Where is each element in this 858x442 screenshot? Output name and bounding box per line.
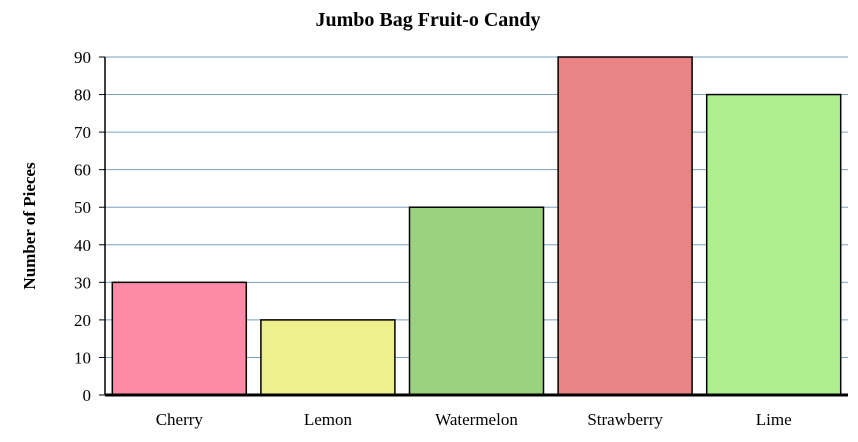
y-tick-label: 10	[74, 348, 91, 367]
y-tick-label: 60	[74, 161, 91, 180]
bar-lime	[705, 93, 842, 396]
y-tick-label: 0	[83, 386, 92, 405]
bars	[111, 56, 842, 396]
y-tick-label: 20	[74, 311, 91, 330]
y-tick-label: 40	[74, 236, 91, 255]
bar-cherry	[111, 281, 248, 396]
category-label: Cherry	[156, 410, 204, 429]
bar-lemon	[260, 319, 396, 396]
x-axis-categories: Cherry Lemon Watermelon Strawberry Lime	[156, 410, 792, 429]
y-tick-label: 70	[74, 123, 91, 142]
y-tick-label: 90	[74, 48, 91, 67]
category-label: Strawberry	[587, 410, 663, 429]
y-axis-ticks: 0 10 20 30 40 50 60 70 80 90	[74, 48, 105, 405]
y-tick-label: 30	[74, 273, 91, 292]
category-label: Lime	[756, 410, 792, 429]
bar-strawberry	[557, 56, 693, 396]
axes	[104, 57, 848, 397]
y-tick-label: 50	[74, 198, 91, 217]
bar-watermelon	[408, 206, 545, 396]
chart-title: Jumbo Bag Fruit-o Candy	[315, 9, 540, 31]
y-axis-label: Number of Pieces	[20, 162, 39, 290]
category-label: Watermelon	[435, 410, 518, 429]
category-label: Lemon	[304, 410, 353, 429]
y-tick-label: 80	[74, 86, 91, 105]
